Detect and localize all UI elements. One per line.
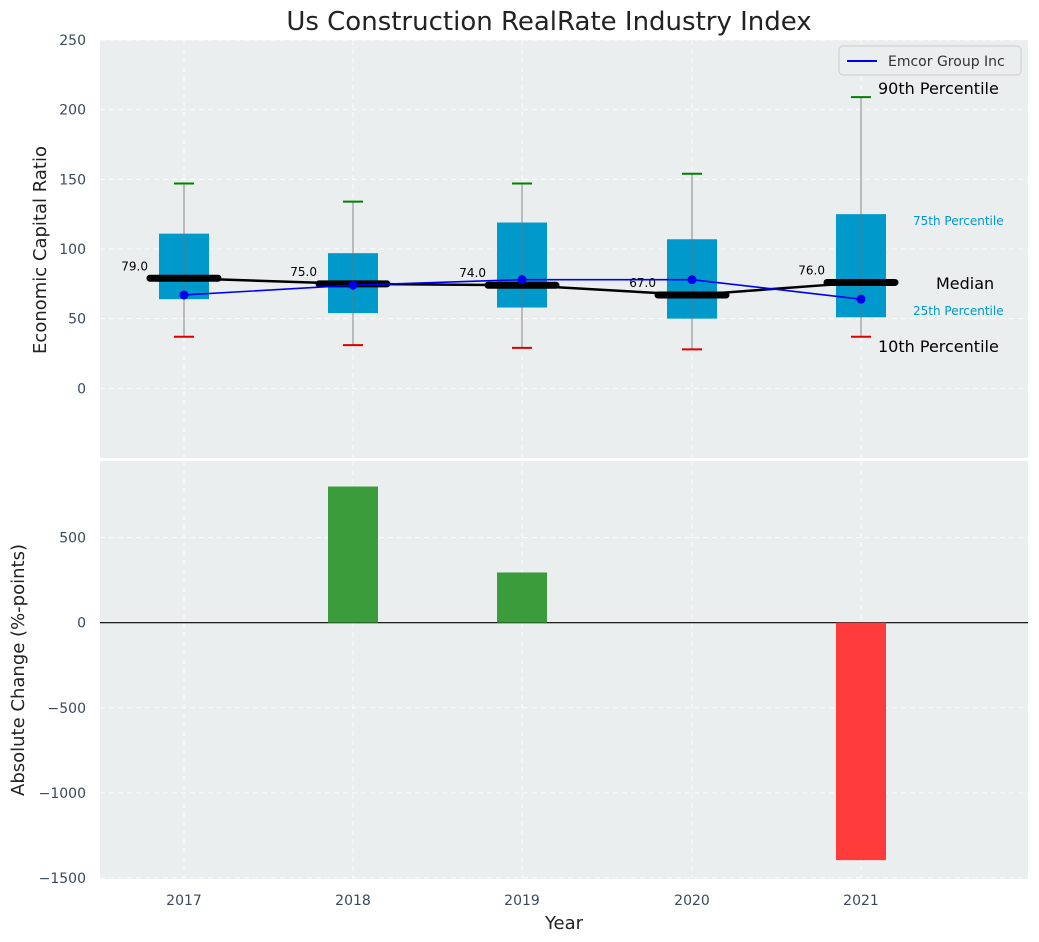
annotation-90th-percentile: 90th Percentile [878, 79, 999, 98]
bottom-plot-background [100, 461, 1028, 879]
bottom-y-tick-label: −500 [48, 701, 86, 717]
x-tick-label: 2017 [166, 893, 202, 909]
emcor-point [348, 280, 358, 290]
median-value-label: 74.0 [459, 266, 486, 280]
median-value-label: 75.0 [290, 265, 317, 279]
annotation-75th-percentile: 75th Percentile [913, 214, 1004, 228]
x-ticks: 2017 2018 2019 2020 2021 [166, 893, 879, 909]
median-value-label: 79.0 [121, 259, 148, 273]
bottom-y-axis-label: Absolute Change (%-points) [8, 544, 29, 796]
change-bars [328, 486, 886, 861]
x-tick-label: 2020 [674, 893, 710, 909]
x-tick-label: 2018 [335, 893, 371, 909]
change-bar [328, 486, 378, 623]
x-tick-label: 2019 [504, 893, 540, 909]
bottom-y-tick-label: −1000 [39, 786, 86, 802]
legend[interactable]: Emcor Group Inc [838, 45, 1022, 76]
top-y-tick-label: 250 [59, 33, 86, 49]
bottom-y-tick-label: 500 [59, 531, 86, 547]
bottom-y-tick-label: 0 [77, 616, 86, 632]
top-y-ticks: 0 50 100 150 200 250 [59, 33, 86, 397]
top-y-tick-label: 50 [68, 312, 86, 328]
emcor-point [179, 290, 189, 300]
median-value-label: 67.0 [629, 276, 656, 290]
box-plots [159, 96, 886, 351]
change-bar [497, 572, 547, 623]
legend-box [838, 45, 1022, 76]
x-axis-label: Year [544, 913, 584, 934]
top-y-tick-label: 150 [59, 172, 86, 188]
bottom-y-ticks: −1500 −1000 −500 0 500 [39, 531, 86, 887]
annotation-median: Median [936, 274, 994, 293]
x-tick-label: 2021 [843, 893, 879, 909]
top-y-tick-label: 200 [59, 103, 86, 119]
emcor-point [687, 275, 697, 285]
emcor-point [517, 275, 527, 285]
top-y-tick-label: 0 [77, 381, 86, 397]
median-line-group: 79.0 75.0 74.0 67.0 76.0 [121, 259, 899, 299]
percentile-annotations: 90th Percentile 75th Percentile Median 25th… [878, 79, 1004, 356]
top-y-axis-label: Economic Capital Ratio [30, 146, 51, 354]
emcor-point [856, 294, 866, 304]
median-value-label: 76.0 [798, 263, 825, 277]
annotation-25th-percentile: 25th Percentile [913, 304, 1004, 318]
bottom-y-tick-label: −1500 [39, 871, 86, 887]
top-y-tick-label: 100 [59, 242, 86, 258]
chart-title: Us Construction RealRate Industry Index [286, 7, 811, 37]
change-bar [836, 622, 886, 861]
top-panel: 0 50 100 150 200 250 79.0 75.0 74.0 67.0 76.0 90t… [59, 33, 1028, 458]
series-line-group [179, 275, 866, 304]
bottom-panel: −1500 −1000 −500 0 500 2017 2018 2019 2020 2021 [39, 461, 1028, 909]
legend-entry-emcor[interactable]: Emcor Group Inc [888, 54, 1005, 70]
annotation-10th-percentile: 10th Percentile [878, 337, 999, 356]
